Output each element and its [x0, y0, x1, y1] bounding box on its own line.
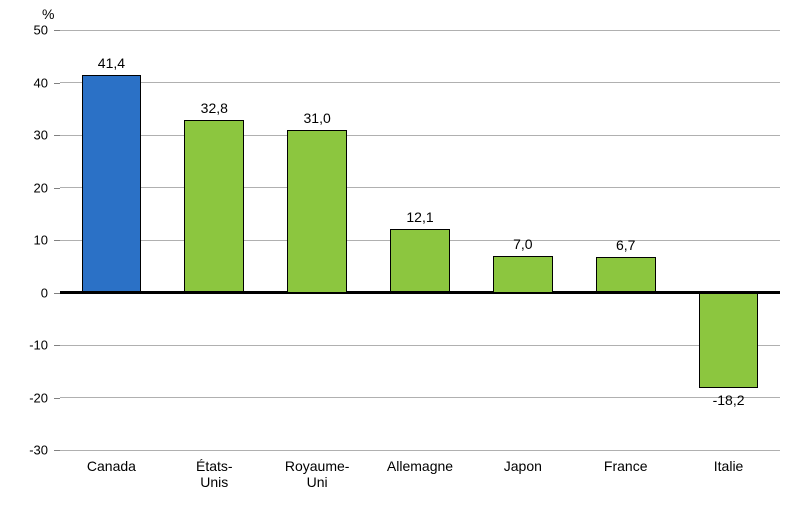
bar	[699, 293, 759, 389]
bar	[493, 256, 553, 293]
category-label: Allemagne	[387, 458, 453, 474]
bar-value-label: 12,1	[406, 209, 433, 225]
y-tick-mark	[54, 135, 60, 136]
category-label: France	[604, 458, 648, 474]
y-tick-mark	[54, 398, 60, 399]
gridline	[60, 187, 780, 188]
y-tick-mark	[54, 345, 60, 346]
category-label: Japon	[504, 458, 542, 474]
category-label: États- Unis	[196, 458, 233, 490]
category-label: Canada	[87, 458, 136, 474]
bar-value-label: 7,0	[513, 236, 532, 252]
bar-value-label: 41,4	[98, 55, 125, 71]
gridline	[60, 397, 780, 398]
bar-value-label: 6,7	[616, 237, 635, 253]
category-label: Italie	[714, 458, 744, 474]
bar	[287, 130, 347, 293]
y-tick-mark	[54, 293, 60, 294]
gridline	[60, 450, 780, 451]
y-tick-mark	[54, 30, 60, 31]
bar	[390, 229, 450, 293]
y-tick-mark	[54, 240, 60, 241]
y-tick-label: 30	[0, 128, 48, 143]
bar	[184, 120, 244, 292]
y-tick-label: 50	[0, 23, 48, 38]
plot-area	[60, 30, 780, 450]
bar	[82, 75, 142, 292]
y-tick-label: 20	[0, 180, 48, 195]
y-tick-label: -10	[0, 338, 48, 353]
y-tick-label: 40	[0, 75, 48, 90]
category-label: Royaume- Uni	[285, 458, 350, 490]
gridline	[60, 82, 780, 83]
y-tick-label: -30	[0, 443, 48, 458]
gridline	[60, 135, 780, 136]
y-tick-label: -20	[0, 390, 48, 405]
y-tick-label: 10	[0, 233, 48, 248]
y-tick-label: 0	[0, 285, 48, 300]
y-tick-mark	[54, 188, 60, 189]
bar-value-label: -18,2	[713, 392, 745, 408]
gridline	[60, 30, 780, 31]
y-axis-unit-label: %	[42, 6, 54, 22]
y-tick-mark	[54, 450, 60, 451]
gridline	[60, 345, 780, 346]
bar	[596, 257, 656, 292]
bar-value-label: 31,0	[304, 110, 331, 126]
bar-value-label: 32,8	[201, 100, 228, 116]
y-tick-mark	[54, 83, 60, 84]
bar-chart: % -30 -20 -10 0 10 20 30 40 50 41,4 Canada 32,8 États…	[0, 0, 800, 523]
